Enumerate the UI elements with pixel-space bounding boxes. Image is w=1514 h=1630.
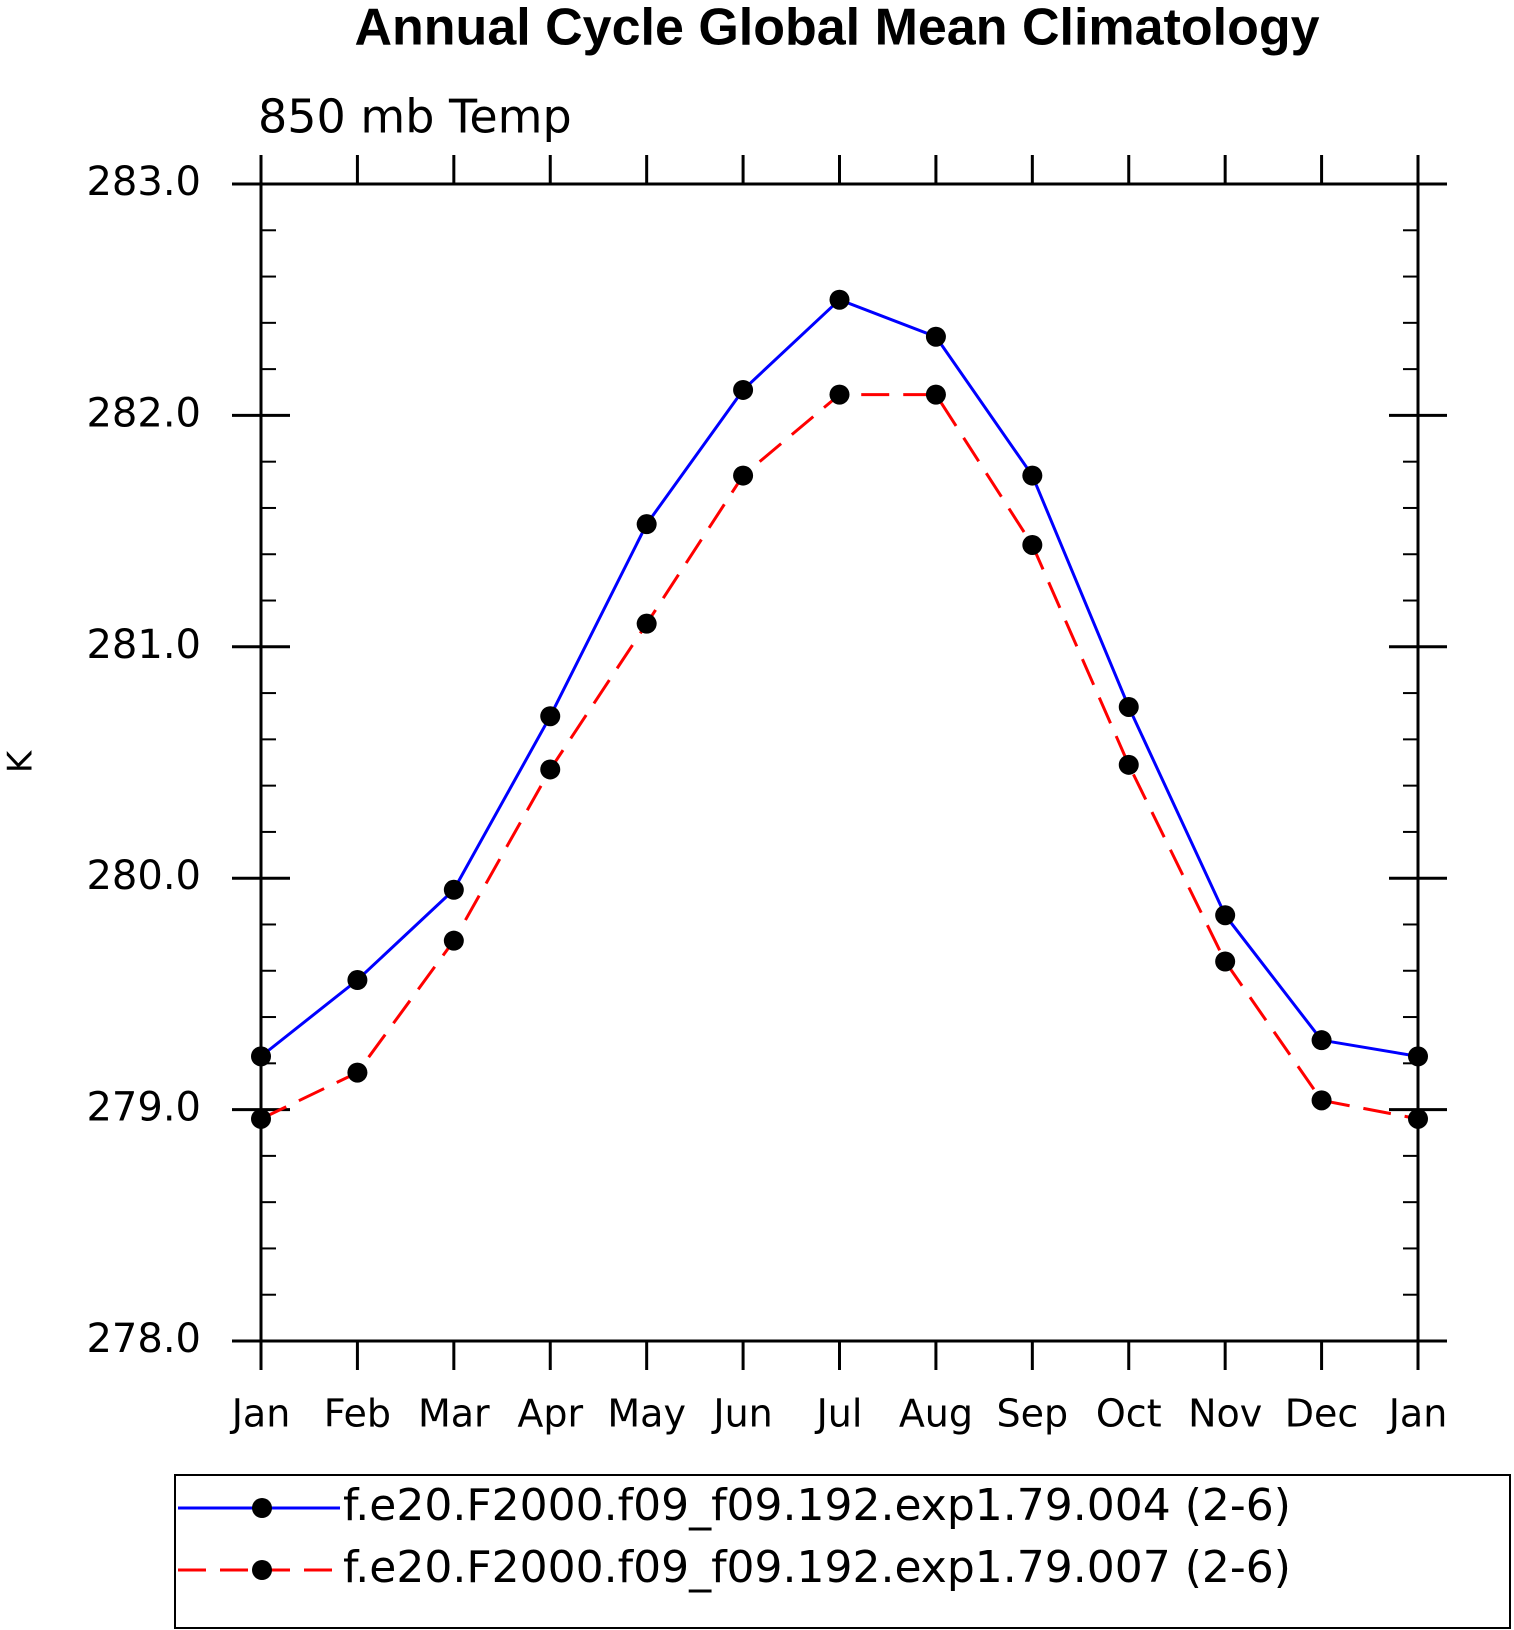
x-tick-label: Jan <box>1387 1392 1448 1436</box>
point-marker <box>925 384 946 405</box>
x-tick-label: Mar <box>418 1392 490 1436</box>
point-marker <box>829 384 850 405</box>
y-tick-label: 278.0 <box>86 1316 201 1362</box>
point-marker <box>1118 696 1139 717</box>
legend-label: f.e20.F2000.f09_f09.192.exp1.79.004 (2-6… <box>343 1480 1291 1531</box>
x-tick-label: Nov <box>1188 1392 1262 1436</box>
point-marker <box>733 465 754 486</box>
point-marker <box>1215 951 1236 972</box>
point-marker <box>1311 1030 1332 1051</box>
point-marker <box>733 379 754 400</box>
chart-title: Annual Cycle Global Mean Climatology <box>354 0 1319 57</box>
legend-marker <box>252 1560 272 1580</box>
legend-box <box>174 1474 1511 1629</box>
x-tick-label: Jun <box>711 1392 772 1436</box>
y-tick-label: 280.0 <box>86 853 201 899</box>
plot-frame <box>259 182 1420 1343</box>
legend-marker <box>252 1498 272 1518</box>
point-marker <box>925 326 946 347</box>
chart-subtitle: 850 mb Temp <box>258 90 572 144</box>
x-tick-label: Jul <box>815 1392 863 1436</box>
legend-label: f.e20.F2000.f09_f09.192.exp1.79.007 (2-6… <box>343 1542 1291 1593</box>
point-marker <box>251 1108 271 1129</box>
x-tick-label: Aug <box>899 1392 973 1436</box>
x-tick-label: Feb <box>324 1392 391 1436</box>
point-marker <box>1022 534 1043 555</box>
x-tick-label: Dec <box>1285 1392 1359 1436</box>
x-tick-label: Apr <box>517 1392 583 1436</box>
point-marker <box>251 1046 271 1067</box>
point-marker <box>347 1062 368 1083</box>
y-tick-label: 279.0 <box>86 1085 201 1131</box>
x-tick-label: May <box>607 1392 686 1436</box>
series-line <box>260 393 1419 1121</box>
x-tick-label: Jan <box>230 1392 291 1436</box>
y-tick-label: 283.0 <box>86 159 201 205</box>
series-line <box>260 297 1419 1058</box>
y-axis-label: K <box>1 749 41 773</box>
point-marker <box>636 613 657 634</box>
point-marker <box>1311 1090 1332 1111</box>
point-marker <box>1215 905 1236 926</box>
point-marker <box>1408 1046 1428 1067</box>
point-marker <box>540 759 561 780</box>
point-marker <box>443 879 464 900</box>
y-tick-label: 282.0 <box>86 390 201 436</box>
point-marker <box>829 289 850 310</box>
y-tick-label: 281.0 <box>86 622 201 668</box>
point-marker <box>540 706 561 727</box>
point-marker <box>1408 1108 1428 1129</box>
point-marker <box>443 930 464 951</box>
point-marker <box>636 514 657 535</box>
x-tick-label: Oct <box>1096 1392 1162 1436</box>
point-marker <box>1118 754 1139 775</box>
x-tick-label: Sep <box>997 1392 1069 1436</box>
point-marker <box>1022 465 1043 486</box>
point-marker <box>347 970 368 991</box>
